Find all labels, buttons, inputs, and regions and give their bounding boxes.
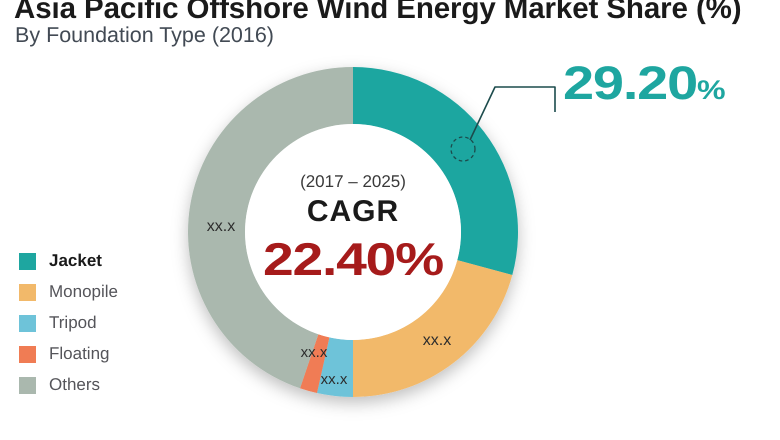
svg-text:xx.x: xx.x: [321, 371, 348, 388]
svg-text:xx.x: xx.x: [207, 218, 235, 235]
svg-text:xx.x: xx.x: [301, 344, 328, 361]
svg-text:xx.x: xx.x: [423, 332, 451, 349]
